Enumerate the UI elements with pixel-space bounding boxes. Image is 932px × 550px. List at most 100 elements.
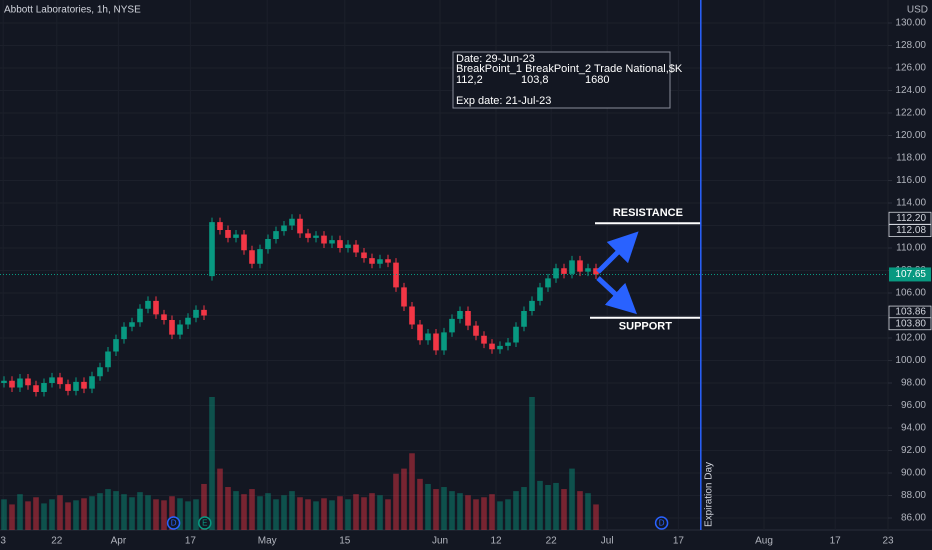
candle-body xyxy=(377,259,383,264)
price-label: 112.08 xyxy=(896,225,926,236)
volume-bar xyxy=(329,500,335,530)
y-tick-label: 92.00 xyxy=(901,445,926,456)
volume-bar xyxy=(25,501,31,530)
candle-body xyxy=(353,244,359,253)
candle-body xyxy=(17,378,23,388)
volume-bar xyxy=(353,494,359,530)
arrow-down xyxy=(596,276,637,315)
x-tick-label: 3 xyxy=(0,536,6,547)
last-price-label: 107.65 xyxy=(895,269,926,280)
volume-bar xyxy=(81,498,87,530)
volume-bar xyxy=(121,494,127,530)
volume-bar xyxy=(249,489,255,530)
candle-body xyxy=(209,222,215,277)
candle-body xyxy=(49,377,55,383)
note-box xyxy=(452,51,671,109)
volume-bar xyxy=(113,491,119,530)
y-tick-label: 128.00 xyxy=(895,40,926,51)
volume-bar xyxy=(489,494,495,530)
event-icon xyxy=(166,516,181,530)
y-tick-label: 130.00 xyxy=(895,18,926,29)
x-tick-label: 22 xyxy=(546,536,558,547)
candle-body xyxy=(441,332,447,351)
volume-bar xyxy=(257,496,263,530)
volume-bar xyxy=(465,495,471,530)
candle-body xyxy=(185,317,191,325)
event-label: E xyxy=(202,519,207,528)
level-label: RESISTANCE xyxy=(613,207,683,219)
y-tick-label: 116.00 xyxy=(896,175,926,186)
candle-body xyxy=(25,378,31,386)
candle-body xyxy=(553,268,559,279)
price-label: 112.20 xyxy=(896,213,926,224)
expiration-label: Expiration Day xyxy=(703,462,714,527)
candle-body xyxy=(425,333,431,341)
candle-body xyxy=(561,268,567,274)
candle-body xyxy=(393,262,399,288)
candle-body xyxy=(409,306,415,325)
volume-bar xyxy=(505,499,511,530)
candle-body xyxy=(41,383,47,392)
candle-body xyxy=(1,380,7,383)
volume-bar xyxy=(497,501,503,530)
volume-bar xyxy=(73,500,79,530)
candle-body xyxy=(9,380,15,388)
candle-body xyxy=(529,300,535,311)
volume-bar xyxy=(9,504,15,530)
y-tick-label: 96.00 xyxy=(901,400,926,411)
x-tick-label: Aug xyxy=(755,536,773,547)
volume-bar xyxy=(177,498,183,530)
volume-bar xyxy=(41,503,47,530)
candle-body xyxy=(337,240,343,248)
x-tick-label: 17 xyxy=(830,536,842,547)
candle-body xyxy=(473,325,479,336)
x-tick-label: Jul xyxy=(601,536,614,547)
arrow-up xyxy=(596,231,639,274)
volume-bar xyxy=(297,497,303,530)
volume-bar xyxy=(537,480,543,530)
volume-bar xyxy=(577,491,583,530)
volume-bar xyxy=(137,492,143,530)
y-tick-label: 114.00 xyxy=(896,198,926,209)
y-tick-label: 102.00 xyxy=(895,333,926,344)
candle-body xyxy=(593,268,599,275)
candle-body xyxy=(65,384,71,391)
candle-body xyxy=(217,222,223,230)
last-price-box xyxy=(889,267,931,282)
volume-bar xyxy=(513,491,519,530)
candle-body xyxy=(105,351,111,368)
volume-bar xyxy=(153,499,159,530)
volume-bar xyxy=(553,482,559,530)
volume-bar xyxy=(441,487,447,530)
volume-bar xyxy=(281,495,287,530)
price-label-box xyxy=(888,224,932,238)
volume-bar xyxy=(321,498,327,530)
candle-body xyxy=(129,322,135,327)
candle-body xyxy=(177,324,183,335)
volume-bar xyxy=(193,499,199,530)
candle-body xyxy=(241,234,247,251)
candle-body xyxy=(513,326,519,343)
y-tick-label: 124.00 xyxy=(895,85,926,96)
volume-bar xyxy=(145,495,151,530)
volume-bar xyxy=(409,453,415,530)
candle-body xyxy=(313,235,319,238)
volume-bar xyxy=(529,397,535,530)
candle-body xyxy=(33,385,39,392)
note-date: Date: 29-Jun-23 xyxy=(456,53,535,65)
price-label-box xyxy=(888,317,932,331)
volume-bar xyxy=(201,483,207,530)
volume-bar xyxy=(273,499,279,530)
volume-bar xyxy=(305,499,311,530)
candle-body xyxy=(369,258,375,264)
volume-bar xyxy=(457,493,463,530)
note-expiry: Exp date: 21-Jul-23 xyxy=(456,95,551,107)
event-icon xyxy=(198,516,212,530)
volume-bar xyxy=(313,501,319,530)
candle-body xyxy=(449,318,455,333)
volume-bar xyxy=(233,491,239,530)
candle-body xyxy=(401,287,407,307)
candle-body xyxy=(121,326,127,340)
note-value: 112,2 xyxy=(456,74,483,86)
